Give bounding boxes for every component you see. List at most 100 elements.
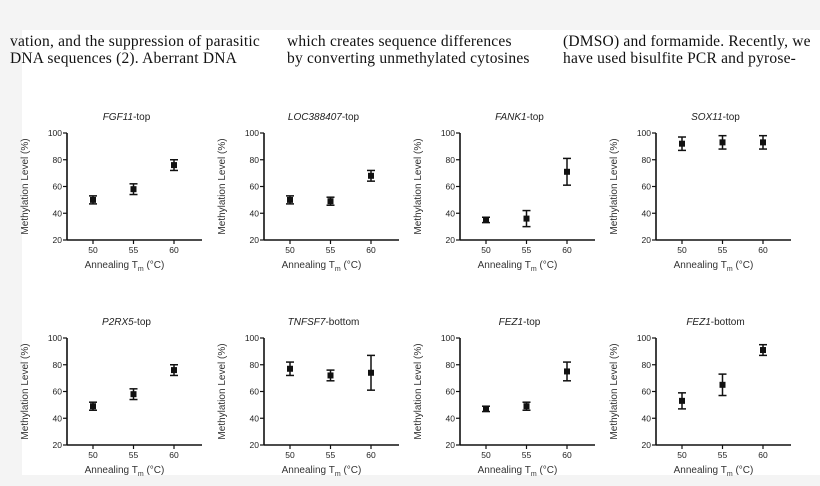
y-tick-label: 80 bbox=[446, 155, 456, 165]
data-point bbox=[679, 397, 685, 404]
x-tick-label: 50 bbox=[285, 450, 295, 460]
data-point bbox=[564, 168, 570, 175]
chart-panel-7: 20 40 60 80 100 50 55 60 FEZ1-top Annealing Tm (°… bbox=[413, 317, 595, 478]
x-tick-label: 55 bbox=[718, 450, 728, 460]
data-point bbox=[564, 368, 570, 375]
x-tick-label: 60 bbox=[562, 245, 572, 255]
chart-panel-2: 20 40 60 80 100 50 55 60 LOC388407-top Annealing … bbox=[217, 112, 399, 273]
x-tick-label: 55 bbox=[718, 245, 728, 255]
data-point bbox=[327, 198, 334, 205]
x-tick-label: 60 bbox=[758, 450, 768, 460]
y-tick-label: 60 bbox=[53, 387, 63, 397]
x-axis-label: Annealing Tm (°C) bbox=[282, 465, 362, 478]
y-tick-label: 20 bbox=[53, 235, 63, 245]
x-tick-label: 55 bbox=[129, 450, 139, 460]
y-tick-label: 20 bbox=[250, 440, 260, 450]
y-tick-label: 20 bbox=[53, 440, 63, 450]
y-tick-label: 40 bbox=[250, 208, 260, 218]
y-tick-label: 80 bbox=[250, 360, 260, 370]
chart-title: P2RX5-top bbox=[102, 317, 151, 328]
x-axis-label: Annealing Tm (°C) bbox=[478, 465, 558, 478]
data-point bbox=[287, 196, 293, 203]
x-tick-label: 60 bbox=[562, 450, 572, 460]
y-axis-label: Methylation Level (%) bbox=[609, 138, 620, 234]
x-tick-label: 55 bbox=[522, 245, 532, 255]
y-tick-label: 100 bbox=[637, 333, 651, 343]
body-text-col2-line2: by converting unmethylated cytosines bbox=[287, 50, 530, 67]
x-tick-label: 55 bbox=[326, 450, 336, 460]
data-point bbox=[719, 381, 726, 388]
data-point bbox=[483, 216, 489, 223]
y-tick-label: 60 bbox=[53, 182, 63, 192]
data-point bbox=[90, 196, 96, 203]
y-tick-label: 80 bbox=[446, 360, 456, 370]
x-tick-label: 50 bbox=[677, 245, 687, 255]
x-axis-label: Annealing Tm (°C) bbox=[85, 260, 165, 273]
x-tick-label: 50 bbox=[481, 245, 491, 255]
x-tick-label: 60 bbox=[169, 450, 179, 460]
y-axis-label: Methylation Level (%) bbox=[20, 138, 31, 234]
body-text-col1-line1: vation, and the suppression of parasitic bbox=[10, 33, 260, 50]
chart-panel-1: 20 40 60 80 100 50 55 60 FGF11-top Annealing Tm (… bbox=[20, 112, 202, 273]
x-tick-label: 60 bbox=[169, 245, 179, 255]
y-tick-label: 20 bbox=[446, 235, 456, 245]
y-tick-label: 100 bbox=[441, 333, 455, 343]
x-tick-label: 55 bbox=[326, 245, 336, 255]
y-tick-label: 80 bbox=[642, 155, 652, 165]
y-tick-label: 40 bbox=[250, 413, 260, 423]
data-point bbox=[719, 139, 726, 146]
y-axis-label: Methylation Level (%) bbox=[413, 343, 424, 439]
x-tick-label: 60 bbox=[366, 450, 376, 460]
y-tick-label: 40 bbox=[642, 208, 652, 218]
data-point bbox=[368, 369, 374, 376]
body-text-col1-line2: DNA sequences (2). Aberrant DNA bbox=[10, 50, 238, 67]
data-point bbox=[679, 140, 685, 147]
chart-title: FEZ1-top bbox=[499, 317, 541, 328]
y-tick-label: 60 bbox=[642, 387, 652, 397]
y-tick-label: 100 bbox=[637, 128, 651, 138]
x-tick-label: 60 bbox=[366, 245, 376, 255]
y-tick-label: 40 bbox=[446, 208, 456, 218]
data-point bbox=[368, 172, 374, 179]
y-tick-label: 20 bbox=[642, 235, 652, 245]
y-axis-label: Methylation Level (%) bbox=[609, 343, 620, 439]
data-point bbox=[483, 405, 489, 412]
chart-title: FANK1-top bbox=[495, 112, 544, 123]
x-tick-label: 50 bbox=[88, 450, 98, 460]
y-axis-label: Methylation Level (%) bbox=[20, 343, 31, 439]
y-tick-label: 80 bbox=[642, 360, 652, 370]
x-tick-label: 50 bbox=[285, 245, 295, 255]
y-tick-label: 20 bbox=[446, 440, 456, 450]
x-axis-label: Annealing Tm (°C) bbox=[674, 260, 754, 273]
x-axis-label: Annealing Tm (°C) bbox=[674, 465, 754, 478]
y-tick-label: 80 bbox=[53, 155, 63, 165]
y-tick-label: 100 bbox=[441, 128, 455, 138]
x-tick-label: 50 bbox=[677, 450, 687, 460]
chart-panel-3: 20 40 60 80 100 50 55 60 FANK1-top Annealing Tm (… bbox=[413, 112, 595, 273]
chart-title: LOC388407-top bbox=[288, 112, 360, 123]
chart-panel-8: 20 40 60 80 100 50 55 60 FEZ1-bottom Annealing Tm… bbox=[609, 317, 791, 478]
y-tick-label: 60 bbox=[446, 387, 456, 397]
data-point bbox=[130, 391, 137, 398]
y-axis-label: Methylation Level (%) bbox=[413, 138, 424, 234]
body-text-col2-line1: which creates sequence differences bbox=[287, 33, 512, 50]
data-point bbox=[523, 215, 530, 222]
data-point bbox=[523, 403, 530, 410]
chart-title: FEZ1-bottom bbox=[686, 317, 744, 328]
y-tick-label: 20 bbox=[250, 235, 260, 245]
y-tick-label: 60 bbox=[250, 387, 260, 397]
x-tick-label: 50 bbox=[481, 450, 491, 460]
y-tick-label: 40 bbox=[53, 413, 63, 423]
y-tick-label: 60 bbox=[250, 182, 260, 192]
data-point bbox=[90, 403, 96, 410]
chart-title: TNFSF7-bottom bbox=[288, 317, 360, 328]
data-point bbox=[171, 162, 177, 169]
y-tick-label: 100 bbox=[245, 128, 259, 138]
chart-title: SOX11-top bbox=[691, 112, 740, 123]
data-point bbox=[171, 367, 177, 374]
y-tick-label: 20 bbox=[642, 440, 652, 450]
chart-panel-4: 20 40 60 80 100 50 55 60 SOX11-top Annealing Tm (… bbox=[609, 112, 791, 273]
data-point bbox=[327, 372, 334, 379]
x-axis-label: Annealing Tm (°C) bbox=[282, 260, 362, 273]
chart-panel-6: 20 40 60 80 100 50 55 60 TNFSF7-bottom Annealing … bbox=[217, 317, 399, 478]
